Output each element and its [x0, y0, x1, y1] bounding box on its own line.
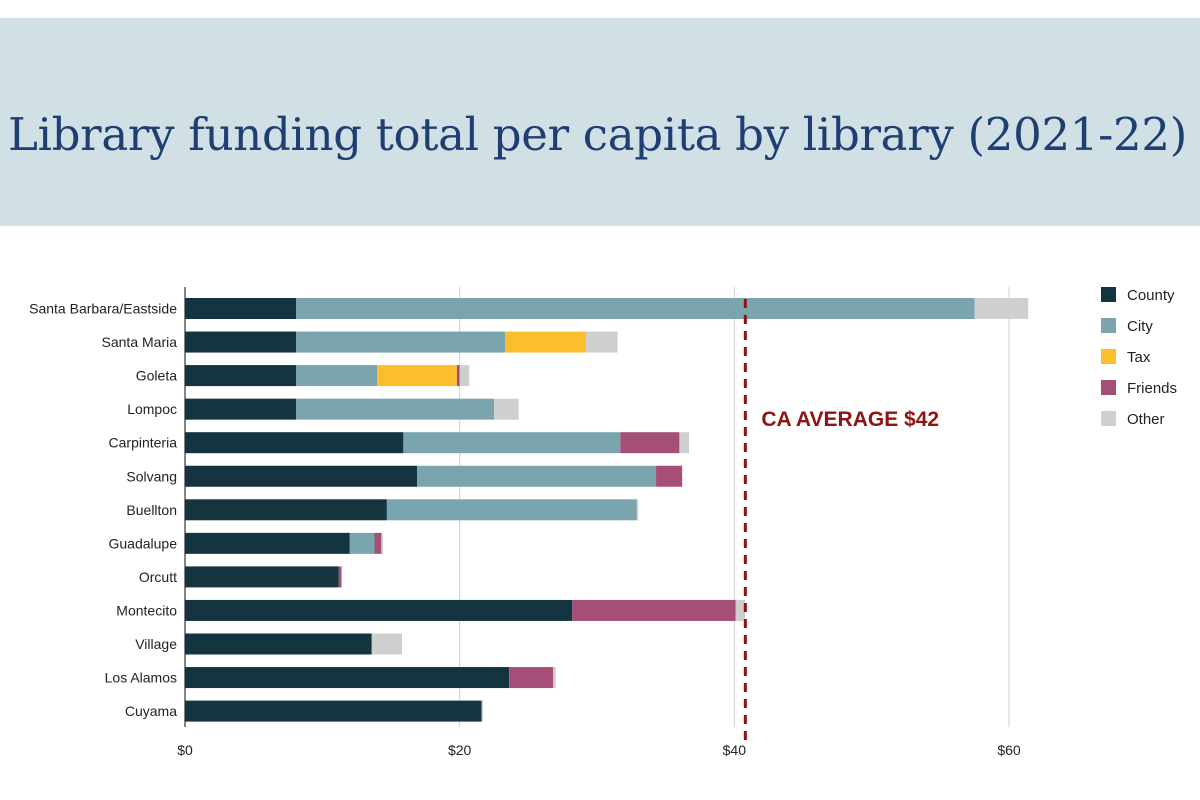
- reference-line-label: CA AVERAGE $42: [761, 408, 939, 431]
- legend-swatch-city: [1101, 318, 1116, 333]
- category-label-los-alamos: Los Alamos: [105, 670, 177, 686]
- category-label-carpinteria: Carpinteria: [109, 435, 178, 451]
- bar-lompoc-county: [185, 398, 297, 420]
- legend-swatch-friends: [1101, 380, 1116, 395]
- legend-label-other: Other: [1127, 411, 1165, 428]
- category-label-santa-maria: Santa Maria: [102, 334, 178, 350]
- bar-village-county: [185, 633, 372, 655]
- bar-goleta-city: [296, 365, 378, 387]
- x-tick-label-60: $60: [997, 742, 1021, 758]
- bar-lompoc-city: [296, 398, 494, 420]
- bar-village-other: [371, 633, 402, 655]
- bar-los-alamos-friends: [509, 667, 554, 689]
- bar-montecito-county: [185, 599, 573, 621]
- legend-swatch-tax: [1101, 349, 1116, 364]
- x-tick-label-20: $20: [448, 742, 472, 758]
- bar-cuyama-county: [185, 700, 482, 722]
- category-label-lompoc: Lompoc: [127, 401, 177, 417]
- legend-label-city: City: [1127, 318, 1153, 335]
- bar-los-alamos-county: [185, 667, 510, 689]
- category-label-cuyama: Cuyama: [125, 703, 177, 719]
- bar-goleta-county: [185, 365, 297, 387]
- bar-guadalupe-county: [185, 532, 350, 554]
- bar-solvang-city: [417, 465, 657, 487]
- category-label-guadalupe: Guadalupe: [108, 535, 177, 551]
- bar-santa-barbara-eastside-city: [296, 298, 975, 319]
- bar-montecito-other: [735, 599, 746, 621]
- bar-solvang-friends: [656, 465, 683, 487]
- legend-label-county: County: [1127, 287, 1175, 304]
- legend-label-friends: Friends: [1127, 380, 1177, 397]
- bar-solvang-county: [185, 465, 418, 487]
- bar-orcutt-county: [185, 566, 339, 588]
- bar-santa-maria-city: [296, 331, 505, 353]
- bar-buellton-city: [386, 499, 637, 521]
- bar-santa-maria-other: [586, 331, 618, 353]
- bar-santa-maria-county: [185, 331, 297, 353]
- bar-goleta-friends: [456, 365, 460, 387]
- bar-santa-barbara-eastside-other: [974, 298, 1029, 319]
- bar-orcutt-friends: [338, 566, 342, 588]
- category-label-orcutt: Orcutt: [139, 569, 177, 585]
- bar-cuyama-other: [481, 700, 484, 722]
- bar-carpinteria-city: [403, 432, 621, 454]
- category-label-montecito: Montecito: [116, 602, 177, 618]
- bar-buellton-county: [185, 499, 387, 521]
- bar-carpinteria-friends: [620, 432, 680, 454]
- bar-goleta-other: [459, 365, 470, 387]
- bar-lompoc-other: [494, 398, 519, 420]
- x-tick-label-0: $0: [177, 742, 193, 758]
- bar-santa-maria-tax: [504, 331, 587, 353]
- category-label-village: Village: [135, 636, 177, 652]
- category-label-goleta: Goleta: [136, 368, 177, 384]
- bar-montecito-friends: [572, 599, 736, 621]
- category-label-solvang: Solvang: [126, 468, 177, 484]
- bar-guadalupe-friends: [374, 532, 382, 554]
- chart-title: Library funding total per capita by libr…: [8, 108, 1187, 161]
- legend-label-tax: Tax: [1127, 349, 1151, 366]
- legend-swatch-county: [1101, 287, 1116, 302]
- bar-buellton-other: [636, 499, 639, 521]
- bar-carpinteria-county: [185, 432, 404, 454]
- bar-guadalupe-other: [381, 532, 383, 554]
- bar-santa-barbara-eastside-county: [185, 298, 297, 319]
- bar-los-alamos-other: [553, 667, 556, 689]
- category-label-buellton: Buellton: [126, 502, 177, 518]
- bar-guadalupe-city: [349, 532, 375, 554]
- title-banner: [0, 18, 1200, 226]
- bar-goleta-tax: [377, 365, 457, 387]
- category-label-santa-barbara-eastside: Santa Barbara/Eastside: [29, 301, 177, 317]
- x-tick-label-40: $40: [723, 742, 747, 758]
- bar-carpinteria-other: [679, 432, 690, 454]
- legend-swatch-other: [1101, 411, 1116, 426]
